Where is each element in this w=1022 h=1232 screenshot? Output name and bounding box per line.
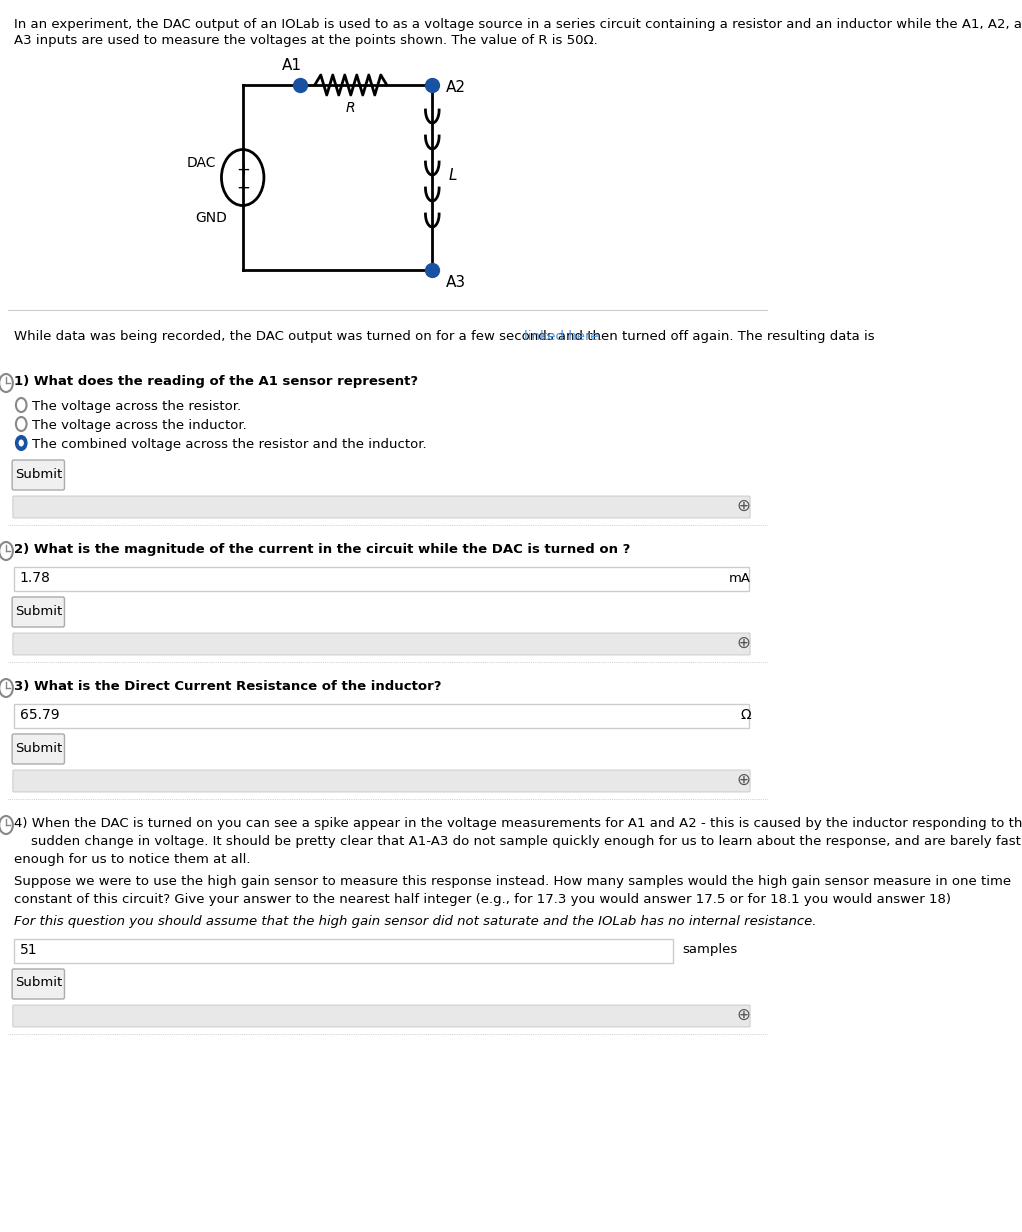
Text: DAC: DAC [187,155,216,170]
Text: GND: GND [195,211,228,224]
FancyBboxPatch shape [12,460,64,490]
FancyBboxPatch shape [13,939,673,963]
Text: While data was being recorded, the DAC output was turned on for a few seconds an: While data was being recorded, the DAC o… [13,330,879,342]
Text: A3 inputs are used to measure the voltages at the points shown. The value of R i: A3 inputs are used to measure the voltag… [13,34,598,47]
FancyBboxPatch shape [12,970,64,999]
Text: A2: A2 [446,80,466,95]
FancyBboxPatch shape [12,734,64,764]
Circle shape [18,440,24,446]
Text: In an experiment, the DAC output of an IOLab is used to as a voltage source in a: In an experiment, the DAC output of an I… [13,18,1022,31]
FancyBboxPatch shape [12,598,64,627]
Text: 1) What does the reading of the A1 sensor represent?: 1) What does the reading of the A1 senso… [13,375,418,388]
Text: ⊕: ⊕ [737,771,751,788]
Text: R: R [345,101,356,115]
FancyBboxPatch shape [13,496,750,517]
Text: Submit: Submit [14,467,62,480]
Text: ⊕: ⊕ [737,1007,751,1024]
Text: ⊕: ⊕ [737,496,751,515]
Text: 4) When the DAC is turned on you can see a spike appear in the voltage measureme: 4) When the DAC is turned on you can see… [13,817,1022,830]
Text: Suppose we were to use the high gain sensor to measure this response instead. Ho: Suppose we were to use the high gain sen… [13,875,1011,888]
Text: Submit: Submit [14,742,62,754]
Text: Ω: Ω [740,708,751,722]
Text: Submit: Submit [14,977,62,989]
Text: 65.79: 65.79 [19,708,59,722]
Text: constant of this circuit? Give your answer to the nearest half integer (e.g., fo: constant of this circuit? Give your answ… [13,893,950,906]
Text: +: + [236,160,249,179]
Text: 1.78: 1.78 [19,570,51,585]
Text: mA: mA [729,572,751,584]
Text: enough for us to notice them at all.: enough for us to notice them at all. [13,853,250,866]
Text: The voltage across the inductor.: The voltage across the inductor. [32,419,246,432]
Text: A3: A3 [446,275,466,290]
FancyBboxPatch shape [13,567,749,591]
Text: For this question you should assume that the high gain sensor did not saturate a: For this question you should assume that… [13,915,817,928]
FancyBboxPatch shape [13,633,750,655]
Text: The combined voltage across the resistor and the inductor.: The combined voltage across the resistor… [32,439,426,451]
Text: −: − [236,179,249,196]
Text: 3) What is the Direct Current Resistance of the inductor?: 3) What is the Direct Current Resistance… [13,680,442,692]
Text: A1: A1 [282,58,301,73]
FancyBboxPatch shape [13,703,749,728]
Text: Submit: Submit [14,605,62,617]
FancyBboxPatch shape [13,1005,750,1027]
FancyBboxPatch shape [13,770,750,792]
Text: L: L [449,168,458,182]
Text: 2) What is the magnitude of the current in the circuit while the DAC is turned o: 2) What is the magnitude of the current … [13,543,630,556]
Text: samples: samples [683,944,738,956]
Text: sudden change in voltage. It should be pretty clear that A1-A3 do not sample qui: sudden change in voltage. It should be p… [13,835,1021,848]
Circle shape [16,436,27,450]
Text: The voltage across the resistor.: The voltage across the resistor. [32,400,241,413]
Text: 51: 51 [19,942,38,957]
Text: ⊕: ⊕ [737,634,751,652]
Text: linked here.: linked here. [524,330,603,342]
